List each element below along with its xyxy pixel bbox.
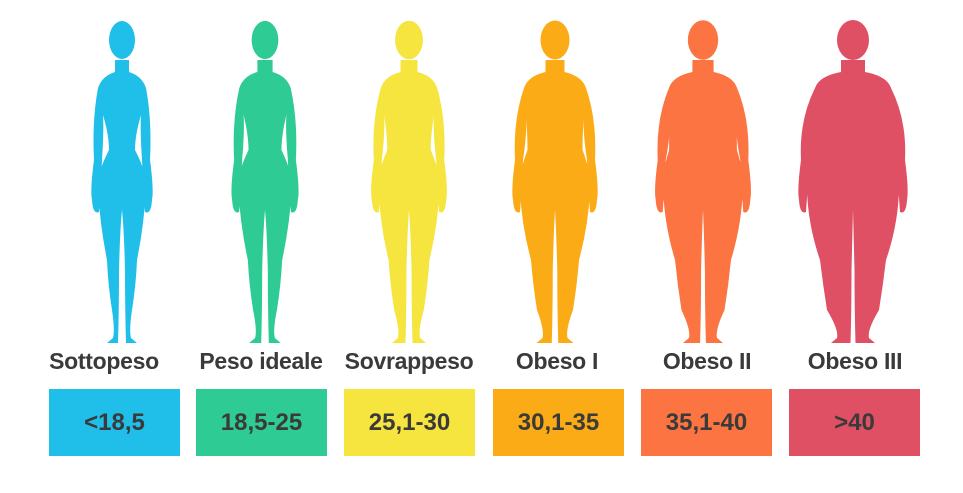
bmi-range-obese-1: 30,1-35 — [493, 389, 624, 456]
bmi-range-text: >40 — [834, 408, 875, 436]
body-silhouette-underweight — [37, 10, 207, 350]
category-label-overweight: Sovrappeso — [344, 348, 474, 374]
bmi-range-text: 35,1-40 — [665, 408, 748, 436]
body-silhouette-obese-2 — [618, 10, 788, 350]
category-label-obese-1: Obeso I — [515, 348, 599, 374]
body-silhouette-overweight — [324, 10, 494, 350]
body-silhouette-ideal — [180, 10, 350, 350]
body-silhouette-obese-3 — [768, 10, 938, 350]
category-label-ideal: Peso ideale — [199, 348, 323, 374]
bmi-range-ideal: 18,5-25 — [196, 389, 327, 456]
category-label-obese-2: Obeso II — [662, 348, 752, 374]
category-label-obese-3: Obeso III — [807, 348, 903, 374]
bmi-range-text: 18,5-25 — [220, 408, 303, 436]
category-label-underweight: Sottopeso — [49, 348, 159, 374]
body-silhouette-obese-1 — [470, 10, 640, 350]
bmi-range-text: 25,1-30 — [368, 408, 451, 436]
bmi-range-obese-2: 35,1-40 — [641, 389, 772, 456]
bmi-range-obese-3: >40 — [789, 389, 920, 456]
bmi-range-text: <18,5 — [84, 408, 145, 436]
bmi-range-underweight: <18,5 — [49, 389, 180, 456]
bmi-range-overweight: 25,1-30 — [344, 389, 475, 456]
bmi-range-text: 30,1-35 — [517, 408, 600, 436]
